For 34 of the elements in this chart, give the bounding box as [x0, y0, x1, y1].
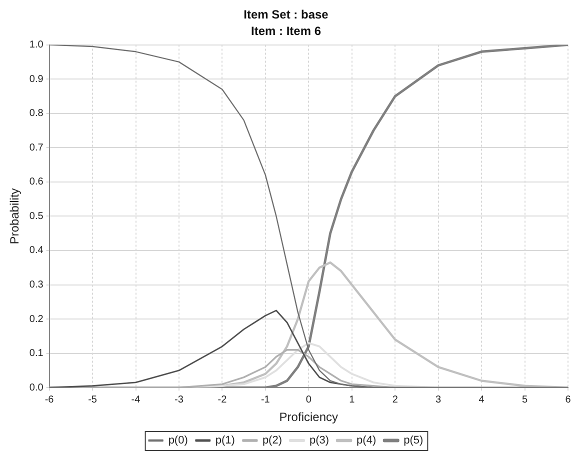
legend-label: p(4) [356, 434, 376, 447]
y-axis-title: Probability [8, 188, 22, 244]
x-tick-label: 5 [522, 394, 528, 406]
legend-label: p(0) [168, 434, 188, 447]
y-tick-label: 0.5 [29, 210, 44, 222]
legend-label: p(2) [262, 434, 282, 447]
y-tick-label: 0.0 [29, 382, 44, 394]
y-tick-label: 0.9 [29, 74, 44, 85]
x-tick-label: 3 [436, 394, 442, 406]
legend-label: p(1) [215, 434, 235, 447]
y-tick-label: 0.3 [29, 280, 44, 291]
x-axis-title: Proficiency [279, 410, 338, 424]
legend-label: p(3) [310, 434, 330, 447]
x-tick-label: 0 [306, 394, 312, 406]
y-tick-label: 0.6 [29, 176, 44, 188]
y-tick-label: 0.4 [29, 245, 44, 256]
x-tick-label: -2 [218, 394, 228, 406]
x-tick-label: -6 [44, 394, 54, 406]
x-tick-label: -3 [174, 394, 184, 406]
x-tick-label: 2 [392, 394, 398, 406]
y-tick-label: 0.2 [29, 314, 44, 325]
chart-title: Item Set : base [244, 8, 329, 22]
x-tick-label: -4 [131, 394, 141, 406]
legend-label: p(5) [404, 434, 424, 447]
x-tick-label: 6 [565, 394, 572, 406]
x-tick-label: -1 [260, 394, 270, 406]
chart-subtitle: Item : Item 6 [250, 24, 322, 38]
x-tick-label: 4 [478, 394, 485, 406]
y-tick-label: 1.0 [29, 40, 44, 51]
x-tick-label: 1 [349, 394, 356, 406]
y-tick-label: 0.7 [29, 142, 44, 154]
y-tick-label: 0.8 [29, 108, 44, 120]
x-tick-label: -5 [88, 394, 98, 406]
y-tick-label: 0.1 [29, 348, 44, 360]
